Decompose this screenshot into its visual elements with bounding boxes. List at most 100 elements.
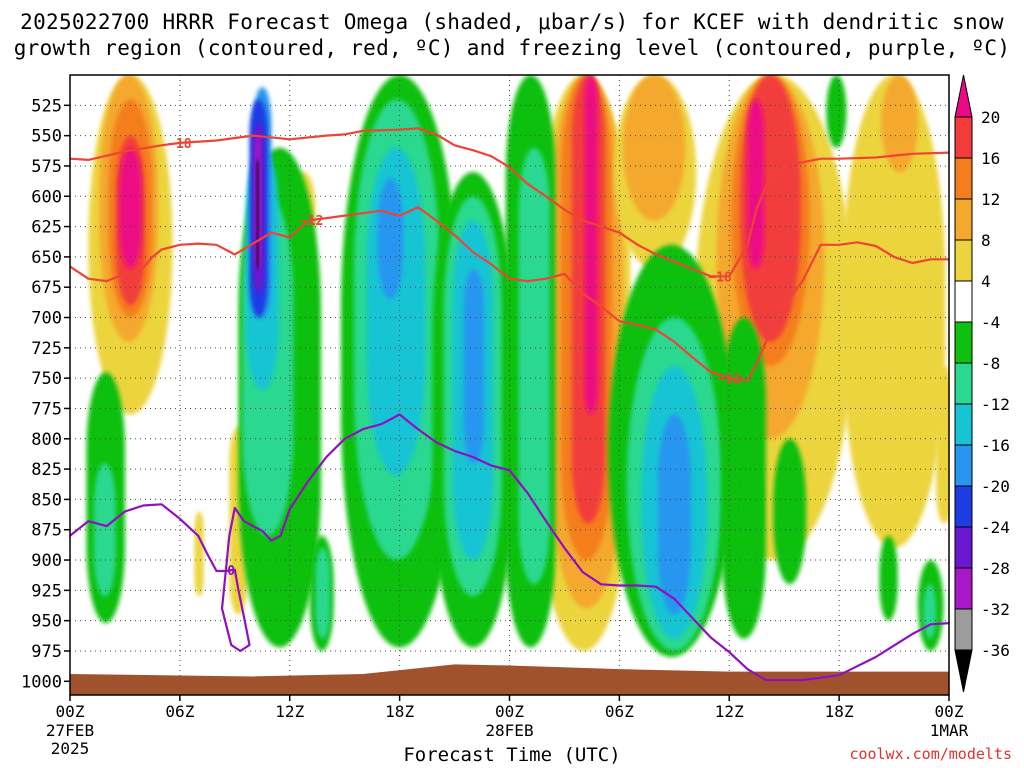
- contour-label: −12: [300, 214, 323, 229]
- omega-region: [740, 456, 763, 554]
- omega-region: [584, 75, 598, 415]
- omega-region: [923, 584, 937, 639]
- omega-region: [842, 75, 946, 548]
- omega-region: [93, 463, 116, 597]
- chart-title-line2: growth region (contoured, red, ºC) and f…: [13, 36, 1011, 60]
- y-tick-label: 550: [31, 127, 62, 147]
- y-tick-label: 950: [31, 612, 62, 632]
- contour-dgz: [70, 206, 949, 382]
- omega-region: [315, 547, 331, 639]
- y-tick-label: 750: [31, 369, 62, 389]
- temperature-contours: −18 −18 −12 −12 0: [70, 127, 949, 682]
- y-tick-label: 800: [31, 430, 62, 450]
- colorbar-box: [954, 239, 973, 282]
- y-tick-label: 875: [31, 521, 62, 541]
- omega-region: [881, 75, 918, 173]
- colorbar-box: [954, 321, 973, 364]
- x-year-label: 2025: [51, 739, 90, 758]
- colorbar-label: 20: [981, 108, 1000, 127]
- omega-region: [773, 438, 807, 585]
- omega-region: [119, 147, 142, 270]
- colorbar-box: [954, 485, 973, 528]
- omega-region: [936, 366, 949, 524]
- colorbar-label: -32: [981, 600, 1010, 619]
- colorbar-label: -16: [981, 436, 1010, 455]
- colorbar-box: [954, 403, 973, 446]
- colorbar-label: -8: [981, 354, 1000, 373]
- omega-region: [879, 535, 898, 621]
- contour-label: −18: [168, 137, 192, 152]
- contour-label: −18: [708, 270, 732, 285]
- colorbar-label: -36: [981, 641, 1010, 660]
- colorbar-label: -4: [981, 313, 1000, 332]
- omega-region: [826, 75, 847, 148]
- omega-region: [256, 159, 259, 270]
- y-tick-label: 700: [31, 309, 62, 329]
- colorbar-box: [954, 362, 973, 405]
- y-tick-label: 625: [31, 218, 62, 238]
- colorbar-top-arrow: [954, 74, 973, 118]
- y-tick-label: 600: [31, 187, 62, 207]
- colorbar-box: [954, 608, 973, 651]
- omega-region: [518, 147, 550, 585]
- x-axis-title: Forecast Time (UTC): [403, 744, 621, 766]
- chart-title-line1: 2025022700 HRRR Forecast Omega (shaded, …: [20, 10, 1004, 34]
- y-axis: 525 550 575 600 625 650 675 700 725 750 775 800 825 8…: [21, 96, 70, 692]
- contour-label: −12: [718, 372, 741, 387]
- contour-freezing-level: [70, 413, 949, 682]
- y-tick-label: 900: [31, 551, 62, 571]
- x-tick-label: 06Z: [165, 702, 194, 721]
- grid-lines: [70, 75, 949, 695]
- colorbar-box: [954, 526, 973, 569]
- x-tick-label: 00Z: [935, 702, 964, 721]
- y-tick-label: 850: [31, 490, 62, 510]
- colorbar-box: [954, 198, 973, 241]
- x-tick-label: 06Z: [605, 702, 634, 721]
- colorbar-bottom-arrow: [954, 649, 973, 693]
- y-tick-label: 1000: [21, 672, 62, 692]
- x-tick-label: 18Z: [825, 702, 854, 721]
- terrain-shape: [70, 664, 949, 695]
- colorbar-box: [954, 157, 973, 200]
- omega-region: [463, 269, 484, 464]
- contour-label: 0: [227, 564, 235, 579]
- x-tick-label: 00Z: [495, 702, 524, 721]
- y-tick-label: 525: [31, 96, 62, 116]
- colorbar-box: [954, 280, 973, 323]
- colorbar-box: [954, 116, 973, 159]
- colorbar-label: -12: [981, 395, 1010, 414]
- x-date-label: 28FEB: [485, 721, 533, 740]
- omega-region: [657, 414, 691, 615]
- contour-dgz: [70, 127, 949, 278]
- colorbar-label: 4: [981, 272, 991, 291]
- y-tick-label: 650: [31, 248, 62, 268]
- x-date-label: 27FEB: [46, 721, 94, 740]
- y-tick-label: 675: [31, 278, 62, 298]
- colorbar-label: 8: [981, 231, 991, 250]
- y-tick-label: 825: [31, 460, 62, 480]
- x-tick-label: 00Z: [56, 702, 85, 721]
- colorbar: 20 16 12 8 4 -4 -8 -12 -16 -20 -24 -28 -32 -36: [954, 74, 1010, 693]
- credit-text: coolwx.com/modelts: [849, 745, 1012, 763]
- colorbar-label: 16: [981, 149, 1000, 168]
- colorbar-label: -20: [981, 477, 1010, 496]
- colorbar-box: [954, 444, 973, 487]
- omega-region: [747, 99, 765, 270]
- x-tick-label: 18Z: [385, 702, 414, 721]
- x-tick-label: 12Z: [715, 702, 744, 721]
- y-tick-label: 975: [31, 642, 62, 662]
- y-tick-label: 725: [31, 339, 62, 359]
- y-tick-label: 925: [31, 581, 62, 601]
- x-tick-label: 12Z: [275, 702, 304, 721]
- terrain: [70, 664, 949, 695]
- y-tick-label: 775: [31, 399, 62, 419]
- colorbar-label: -24: [981, 518, 1010, 537]
- omega-region: [194, 511, 204, 597]
- x-axis: 00Z 06Z 12Z 18Z 00Z 06Z 12Z 18Z 00Z27FEB202528FE…: [46, 695, 969, 758]
- y-tick-label: 575: [31, 157, 62, 177]
- omega-region: [377, 178, 404, 300]
- colorbar-label: -28: [981, 559, 1010, 578]
- colorbar-label: 12: [981, 190, 1000, 209]
- colorbar-box: [954, 567, 973, 610]
